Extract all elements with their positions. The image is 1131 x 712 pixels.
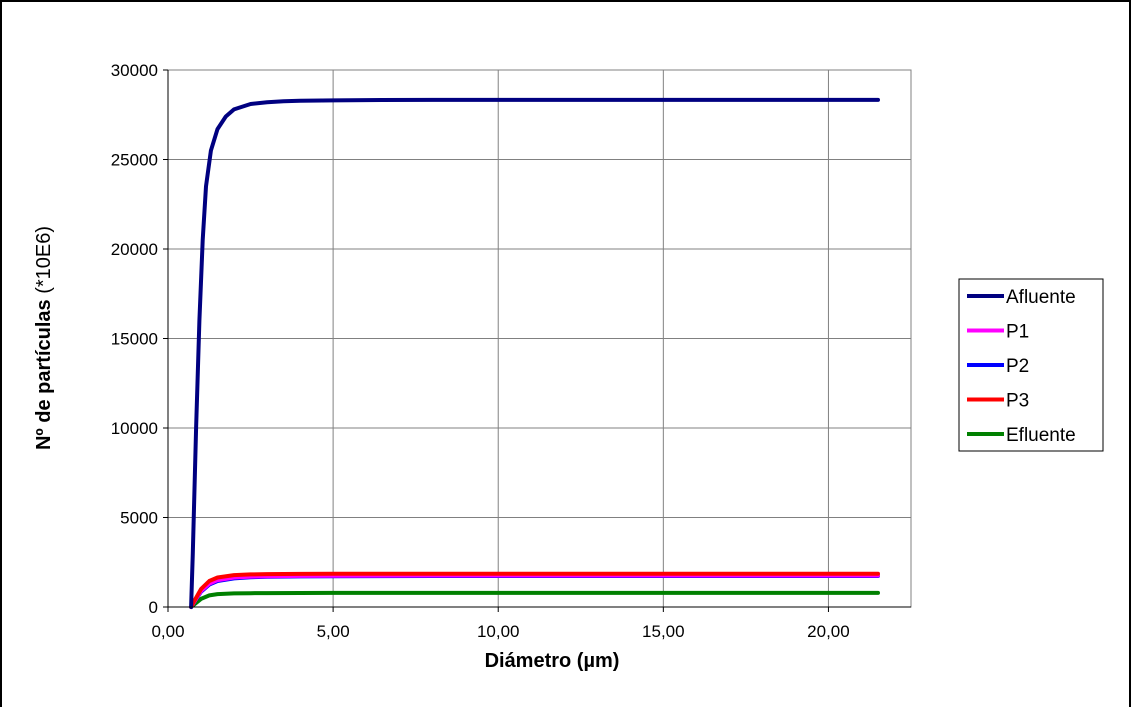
series-line-p3 bbox=[189, 571, 880, 609]
grid-layer bbox=[168, 70, 911, 607]
legend-items: Afluente P1 P2 P3 Efluente bbox=[967, 287, 1076, 446]
y-axis-title: Nº de partículas (*10E6) bbox=[33, 226, 55, 450]
y-axis-title-bold: Nº de partículas bbox=[33, 299, 55, 450]
x-tick-label: 15,00 bbox=[642, 622, 685, 641]
series-layer bbox=[189, 97, 880, 609]
x-tick-label: 10,00 bbox=[477, 622, 520, 641]
y-tick-label: 30000 bbox=[111, 61, 158, 80]
x-tick-label: 0,00 bbox=[151, 622, 184, 641]
y-tick-label: 20000 bbox=[111, 240, 158, 259]
x-axis-title: Diámetro (µm) bbox=[485, 650, 620, 672]
x-ticks: 0,00 5,00 10,00 15,00 20,00 bbox=[151, 607, 850, 641]
series-line-afluente bbox=[189, 97, 880, 609]
y-ticks: 0 5000 10000 15000 20000 25000 30000 bbox=[111, 61, 168, 617]
y-tick-label: 15000 bbox=[111, 330, 158, 349]
legend-label: P1 bbox=[1006, 322, 1029, 343]
legend-label: Efluente bbox=[1006, 425, 1076, 446]
x-tick-label: 5,00 bbox=[317, 622, 350, 641]
x-tick-label: 20,00 bbox=[807, 622, 850, 641]
y-tick-label: 10000 bbox=[111, 419, 158, 438]
legend: Afluente P1 P2 P3 Efluente bbox=[958, 278, 1104, 452]
y-tick-label: 0 bbox=[149, 598, 158, 617]
legend-label: P2 bbox=[1006, 356, 1029, 377]
y-tick-label: 25000 bbox=[111, 151, 158, 170]
series-line-efluente bbox=[189, 590, 880, 609]
legend-label: Afluente bbox=[1006, 287, 1076, 308]
y-tick-label: 5000 bbox=[120, 509, 158, 528]
y-axis-title-unit: (*10E6) bbox=[33, 226, 55, 299]
legend-label: P3 bbox=[1006, 391, 1029, 412]
plot-area bbox=[167, 69, 912, 609]
